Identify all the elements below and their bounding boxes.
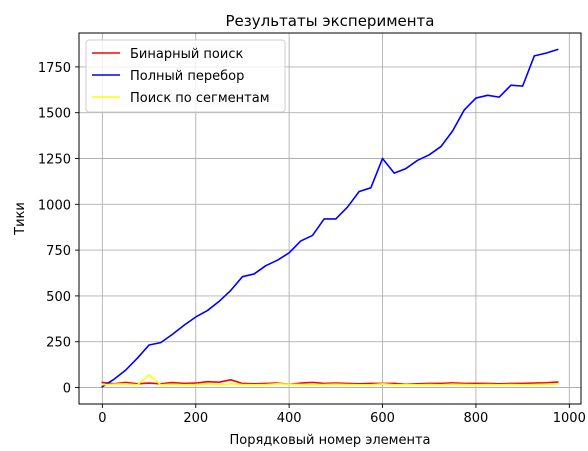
y-tick-label: 500	[46, 290, 71, 305]
x-tick-label: 600	[370, 411, 395, 426]
y-tick-label: 1750	[38, 61, 71, 76]
legend-label: Поиск по сегментам	[130, 91, 270, 106]
legend-box	[85, 39, 286, 113]
x-tick-label: 200	[183, 411, 208, 426]
y-tick-label: 1250	[38, 152, 71, 167]
y-axis-label: Тики	[13, 202, 28, 236]
axis-ticks: 0 200 400 600 800 1000 0 250 500 750 1000 1250 1500 1…	[38, 61, 586, 426]
series-line-3	[101, 374, 559, 386]
y-tick-label: 250	[46, 336, 71, 351]
series-layer	[101, 48, 559, 388]
x-tick-label: 0	[98, 411, 106, 426]
legend: Бинарный поиск Полный перебор Поиск по сег…	[85, 39, 286, 113]
x-tick-label: 400	[277, 411, 302, 426]
y-tick-label: 1000	[38, 198, 71, 213]
legend-label: Полный перебор	[130, 69, 244, 84]
grid	[79, 33, 581, 404]
y-tick-label: 0	[63, 382, 71, 397]
plot-frame	[78, 32, 582, 405]
x-tick-label: 800	[464, 411, 489, 426]
legend-label: Бинарный поиск	[130, 47, 243, 62]
series-line-1	[101, 379, 559, 386]
x-axis-label: Порядковый номер элемента	[229, 433, 430, 448]
y-tick-label: 1500	[38, 107, 71, 122]
x-tick-label: 1000	[553, 411, 586, 426]
chart-title: Результаты эксперимента	[226, 12, 435, 30]
series-line-2	[101, 48, 559, 388]
y-tick-label: 750	[46, 244, 71, 259]
